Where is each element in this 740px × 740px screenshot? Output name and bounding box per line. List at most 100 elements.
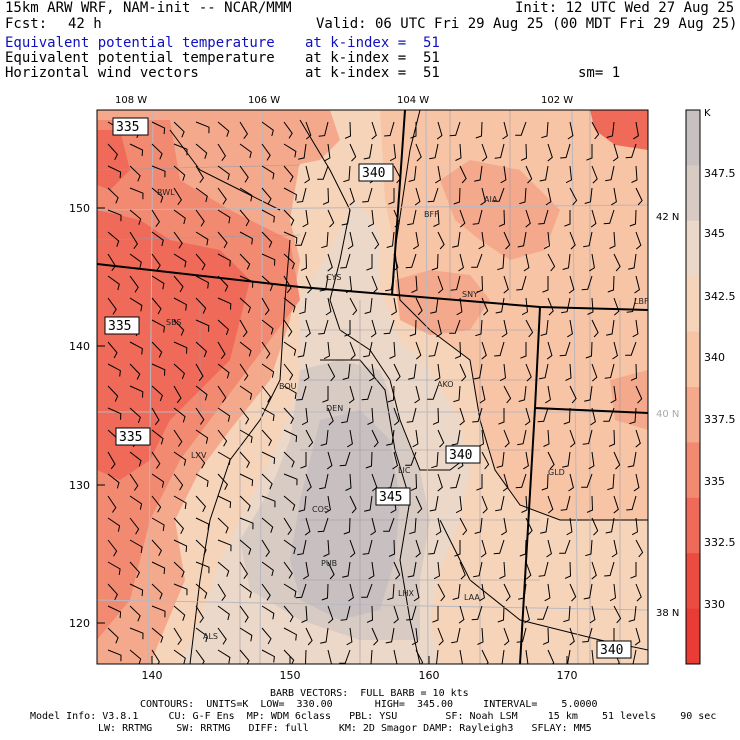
- wind-barb: [519, 539, 527, 557]
- wind-barb: [591, 165, 598, 184]
- wind-barb: [217, 209, 231, 224]
- wind-barb: [239, 143, 252, 159]
- wind-barb: [363, 341, 373, 358]
- wind-barb: [300, 253, 308, 271]
- wind-barb: [283, 561, 293, 579]
- wind-barb: [477, 627, 484, 645]
- wind-barb: [349, 495, 357, 514]
- wind-barb: [503, 275, 509, 294]
- wind-barb: [129, 627, 144, 640]
- wind-barb: [436, 121, 443, 140]
- wind-barb: [327, 605, 334, 624]
- wind-barb: [217, 429, 228, 447]
- wind-barb: [525, 319, 534, 338]
- wind-barb: [107, 605, 122, 619]
- wind-barb: [474, 517, 483, 534]
- wind-barb: [151, 517, 165, 531]
- wind-barb: [385, 627, 395, 644]
- wind-barb: [586, 495, 594, 513]
- wind-barb: [151, 187, 164, 203]
- wind-barb: [129, 363, 141, 380]
- wind-barb: [217, 583, 227, 601]
- wind-barb: [239, 517, 254, 530]
- wind-barb: [559, 539, 571, 554]
- wind-barb: [518, 583, 527, 600]
- wind-barb: [568, 473, 574, 492]
- field-2-level: at k-index = 51: [305, 50, 440, 66]
- wind-barb: [195, 121, 210, 134]
- wind-barb: [459, 561, 466, 580]
- wind-barb: [567, 121, 574, 140]
- wind-barb: [305, 473, 312, 492]
- wind-barb: [362, 539, 373, 555]
- wind-barb: [585, 539, 593, 557]
- wind-barb: [434, 363, 441, 382]
- field-band-335-north: [220, 110, 340, 170]
- wind-barb: [406, 605, 417, 621]
- wind-barb: [173, 341, 188, 354]
- wind-barb: [151, 583, 163, 600]
- wind-barb: [217, 627, 227, 645]
- wind-barb: [129, 473, 139, 491]
- wind-barb: [361, 385, 373, 401]
- contour-label-340-north: 340: [362, 166, 385, 181]
- wind-barb: [151, 561, 166, 575]
- station-lbf: LBF: [634, 297, 649, 306]
- colorbar-swatch: [686, 442, 700, 499]
- lat-label-38: 38 N: [656, 608, 679, 619]
- wind-barb: [494, 143, 505, 159]
- wind-barb: [107, 253, 117, 271]
- field-2-name: Equivalent potential temperature: [5, 50, 275, 66]
- wind-barb: [481, 341, 487, 360]
- wind-barb: [547, 297, 554, 316]
- wind-barb: [349, 341, 356, 360]
- wind-barb: [301, 605, 308, 623]
- wind-barb: [386, 231, 395, 248]
- wind-barb: [239, 297, 251, 314]
- wind-barb: [261, 363, 275, 378]
- station-rwl: RWL: [157, 188, 175, 197]
- plot-frame: [96, 109, 649, 665]
- wind-barb: [498, 209, 506, 227]
- wind-barb: [569, 627, 575, 646]
- wind-barb: [371, 473, 378, 492]
- wind-barb: [129, 165, 141, 182]
- wind-barb: [173, 253, 187, 268]
- wind-barb: [364, 297, 373, 314]
- wind-barb: [630, 562, 637, 579]
- wind-barb: [569, 187, 578, 206]
- wind-barb: [545, 385, 551, 404]
- wind-barb: [385, 275, 395, 292]
- wind-barb: [411, 627, 419, 646]
- wind-barb: [107, 341, 118, 359]
- wind-barb: [525, 363, 532, 382]
- wind-barb: [609, 583, 617, 602]
- wind-barb: [151, 143, 163, 160]
- wind-barb: [387, 385, 395, 403]
- wind-barb: [473, 363, 483, 380]
- wind-barb: [632, 319, 639, 338]
- contour-labels: 335 340 335 335 340 345 340: [104, 117, 632, 659]
- wind-barb: [427, 187, 439, 203]
- colorbar-swatch: [686, 497, 700, 554]
- wind-barb: [430, 297, 439, 314]
- wind-barb: [151, 253, 161, 271]
- wind-barb: [107, 517, 121, 532]
- station-lxv: LXV: [191, 451, 207, 460]
- wind-barb: [408, 363, 417, 380]
- wind-barb: [217, 341, 226, 360]
- wind-barb: [409, 319, 417, 337]
- wind-barb: [195, 209, 205, 227]
- colorbar-swatch: [686, 165, 700, 222]
- wind-barb: [217, 253, 231, 267]
- wind-barb: [151, 649, 161, 664]
- wind-barb: [590, 407, 596, 426]
- wind-barb: [173, 451, 187, 466]
- station-sbs: SBS: [166, 318, 182, 327]
- wind-barb: [305, 429, 314, 448]
- x-tick-140: 140: [142, 669, 163, 682]
- contour-label-335-sw: 335: [119, 430, 142, 445]
- wind-barb: [517, 231, 527, 248]
- wind-barb: [239, 385, 253, 400]
- wind-barb: [107, 627, 119, 644]
